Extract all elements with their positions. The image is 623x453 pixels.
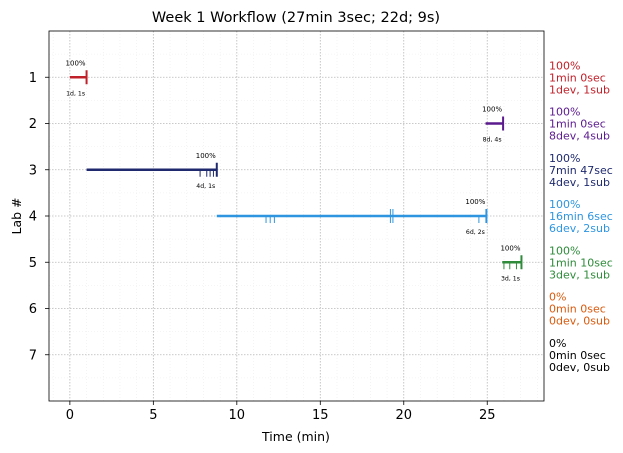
lab-summary-line: 100% xyxy=(549,244,580,257)
lab-count-label: 8d, 4s xyxy=(483,137,502,144)
lab-percent-label: 100% xyxy=(500,244,520,252)
lab-summary-line: 0min 0sec xyxy=(549,349,606,362)
lab-summary-line: 16min 6sec xyxy=(549,210,613,223)
y-tick-label: 4 xyxy=(29,210,37,225)
lab-bars: 100% 1d, 1s 100% 8d, 4s 100% 4d, 1s 100% 6d, 2s… xyxy=(66,59,523,282)
lab-summary-line: 3dev, 1sub xyxy=(549,268,610,281)
x-axis-label: Time (min) xyxy=(261,429,330,444)
lab-summary-line: 100% xyxy=(549,59,580,72)
y-tick-label: 1 xyxy=(29,71,37,86)
x-axis-ticks: 0 5 10 15 20 25 xyxy=(66,401,496,423)
y-axis-label: Lab # xyxy=(9,197,24,234)
x-tick-label: 25 xyxy=(479,408,496,423)
lab-summary-line: 0dev, 0sub xyxy=(549,361,610,374)
x-tick-label: 10 xyxy=(229,408,246,423)
lab-summary-line: 1min 10sec xyxy=(549,256,613,269)
lab-summary-line: 6dev, 2sub xyxy=(549,222,610,235)
y-tick-label: 2 xyxy=(29,117,37,132)
lab-summary-line: 0dev, 0sub xyxy=(549,315,610,328)
lab-summary-line: 0min 0sec xyxy=(549,303,606,316)
lab-summary-line: 100% xyxy=(549,198,580,211)
lab-summary-line: 100% xyxy=(549,152,580,165)
y-tick-label: 3 xyxy=(29,163,37,178)
lab-summary-line: 7min 47sec xyxy=(549,164,613,177)
chart-title: Week 1 Workflow (27min 3sec; 22d; 9s) xyxy=(152,10,440,26)
lab-count-label: 1d, 1s xyxy=(66,90,85,97)
y-axis-ticks: 1 2 3 4 5 6 7 xyxy=(29,71,49,363)
lab-summary-line: 100% xyxy=(549,106,580,119)
lab-count-label: 3d, 1s xyxy=(501,275,520,282)
x-tick-label: 0 xyxy=(66,408,74,423)
y-tick-label: 7 xyxy=(29,348,37,363)
lab-summary-line: 0% xyxy=(549,337,566,350)
lab-summary-line: 1min 0sec xyxy=(549,71,606,84)
lab-summary-line: 4dev, 1sub xyxy=(549,176,610,189)
y-tick-label: 6 xyxy=(29,302,37,317)
y-tick-label: 5 xyxy=(29,256,37,271)
lab-percent-label: 100% xyxy=(66,59,86,67)
lab-percent-label: 100% xyxy=(482,106,502,114)
lab-percent-label: 100% xyxy=(465,198,485,206)
lab-summary-line: 1min 0sec xyxy=(549,118,606,131)
lab-percent-label: 100% xyxy=(196,152,216,160)
x-tick-label: 5 xyxy=(149,408,157,423)
lab-count-label: 6d, 2s xyxy=(466,229,485,236)
lab-count-label: 4d, 1s xyxy=(196,183,215,190)
x-tick-label: 20 xyxy=(395,408,412,423)
x-tick-label: 15 xyxy=(312,408,329,423)
lab-summary-line: 0% xyxy=(549,291,566,304)
lab-summary-line: 8dev, 4sub xyxy=(549,130,610,143)
lab-summary-line: 1dev, 1sub xyxy=(549,83,610,96)
